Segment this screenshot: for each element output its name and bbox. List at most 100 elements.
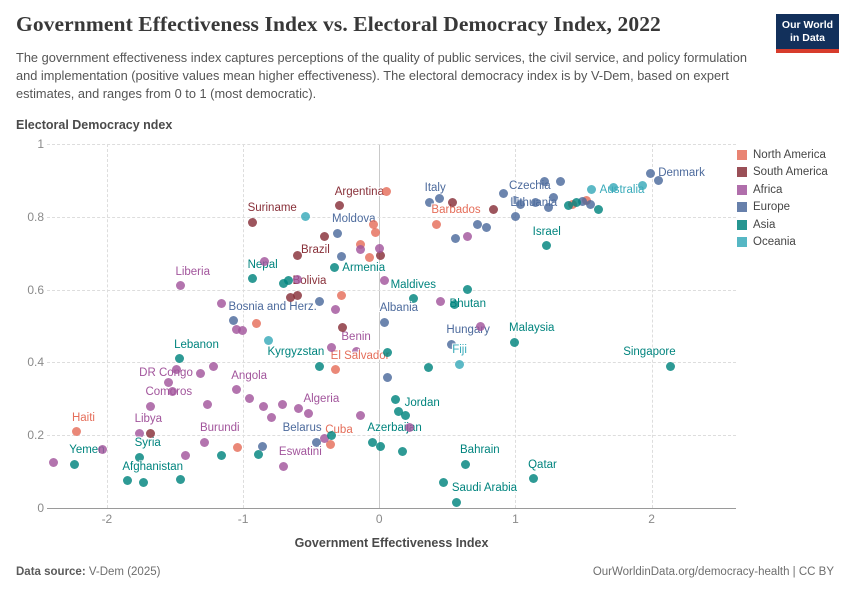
data-point[interactable] — [196, 368, 206, 378]
data-point[interactable] — [528, 474, 538, 484]
data-point[interactable] — [382, 348, 392, 358]
data-point[interactable] — [438, 478, 448, 488]
data-point[interactable] — [312, 437, 322, 447]
data-point[interactable] — [248, 217, 258, 227]
data-point[interactable] — [543, 202, 553, 212]
data-point[interactable] — [248, 274, 258, 284]
data-point[interactable] — [279, 461, 289, 471]
data-point[interactable] — [320, 232, 330, 242]
data-point[interactable] — [564, 201, 574, 211]
data-point[interactable] — [267, 412, 277, 422]
data-point[interactable] — [381, 186, 391, 196]
data-point[interactable] — [145, 428, 155, 438]
data-point[interactable] — [531, 198, 541, 208]
data-point[interactable] — [608, 183, 618, 193]
data-point[interactable] — [498, 188, 508, 198]
data-point[interactable] — [455, 359, 465, 369]
data-point[interactable] — [382, 373, 392, 383]
data-point[interactable] — [293, 250, 303, 260]
data-point[interactable] — [355, 239, 365, 249]
data-point[interactable] — [145, 401, 155, 411]
data-point[interactable] — [329, 263, 339, 273]
data-point[interactable] — [332, 228, 342, 238]
data-point[interactable] — [135, 428, 145, 438]
data-point[interactable] — [355, 411, 365, 421]
data-point[interactable] — [475, 321, 485, 331]
data-point[interactable] — [516, 199, 526, 209]
data-point[interactable] — [314, 361, 324, 371]
data-point[interactable] — [320, 434, 330, 444]
data-point[interactable] — [380, 317, 390, 327]
data-point[interactable] — [400, 411, 410, 421]
data-point[interactable] — [229, 316, 239, 326]
data-point[interactable] — [285, 293, 295, 303]
legend-item-oceania[interactable]: Oceania — [737, 234, 828, 252]
data-point[interactable] — [593, 205, 603, 215]
data-point[interactable] — [434, 194, 444, 204]
data-point[interactable] — [397, 447, 407, 457]
data-point[interactable] — [653, 175, 663, 185]
data-point[interactable] — [367, 437, 377, 447]
legend-item-north-america[interactable]: North America — [737, 146, 828, 164]
data-point[interactable] — [463, 232, 473, 242]
data-point[interactable] — [69, 459, 79, 469]
data-point[interactable] — [231, 385, 241, 395]
data-point[interactable] — [293, 290, 303, 300]
data-point[interactable] — [391, 395, 401, 405]
data-point[interactable] — [257, 441, 267, 451]
data-point[interactable] — [122, 476, 132, 486]
data-point[interactable] — [355, 245, 365, 255]
data-point[interactable] — [278, 400, 288, 410]
data-point[interactable] — [260, 257, 270, 267]
data-point[interactable] — [509, 337, 519, 347]
data-point[interactable] — [200, 437, 210, 447]
data-point[interactable] — [489, 205, 499, 215]
data-point[interactable] — [376, 250, 386, 260]
data-point[interactable] — [472, 219, 482, 229]
data-point[interactable] — [572, 197, 582, 207]
data-point[interactable] — [509, 195, 519, 205]
data-point[interactable] — [163, 377, 173, 387]
data-point[interactable] — [259, 402, 268, 412]
data-point[interactable] — [482, 223, 492, 233]
data-point[interactable] — [446, 339, 456, 349]
data-point[interactable] — [431, 219, 441, 229]
data-point[interactable] — [666, 361, 676, 371]
data-point[interactable] — [139, 478, 149, 488]
data-point[interactable] — [167, 387, 177, 397]
legend-item-europe[interactable]: Europe — [737, 199, 828, 217]
data-point[interactable] — [335, 201, 345, 211]
data-point[interactable] — [539, 176, 549, 186]
legend-item-south-america[interactable]: South America — [737, 164, 828, 182]
data-point[interactable] — [376, 442, 386, 452]
data-point[interactable] — [336, 252, 346, 262]
data-point[interactable] — [585, 200, 595, 210]
data-point[interactable] — [331, 365, 341, 375]
data-point[interactable] — [645, 168, 655, 178]
data-point[interactable] — [351, 346, 361, 356]
data-point[interactable] — [365, 253, 375, 263]
data-point[interactable] — [436, 296, 446, 306]
data-point[interactable] — [408, 294, 418, 304]
data-point[interactable] — [549, 193, 559, 203]
data-point[interactable] — [49, 458, 59, 468]
data-point[interactable] — [327, 430, 337, 440]
data-point[interactable] — [370, 227, 380, 237]
data-point[interactable] — [293, 275, 303, 285]
data-point[interactable] — [216, 298, 226, 308]
data-point[interactable] — [393, 407, 403, 417]
data-point[interactable] — [264, 336, 274, 346]
data-point[interactable] — [510, 212, 520, 222]
data-point[interactable] — [174, 354, 184, 364]
data-point[interactable] — [301, 212, 311, 222]
data-point[interactable] — [279, 278, 289, 288]
data-point[interactable] — [460, 459, 470, 469]
data-point[interactable] — [448, 197, 458, 207]
data-point[interactable] — [336, 290, 346, 300]
data-point[interactable] — [555, 177, 565, 187]
data-point[interactable] — [181, 451, 191, 461]
data-point[interactable] — [587, 185, 597, 194]
data-point[interactable] — [294, 404, 304, 414]
data-point[interactable] — [449, 299, 459, 309]
data-point[interactable] — [203, 400, 213, 410]
